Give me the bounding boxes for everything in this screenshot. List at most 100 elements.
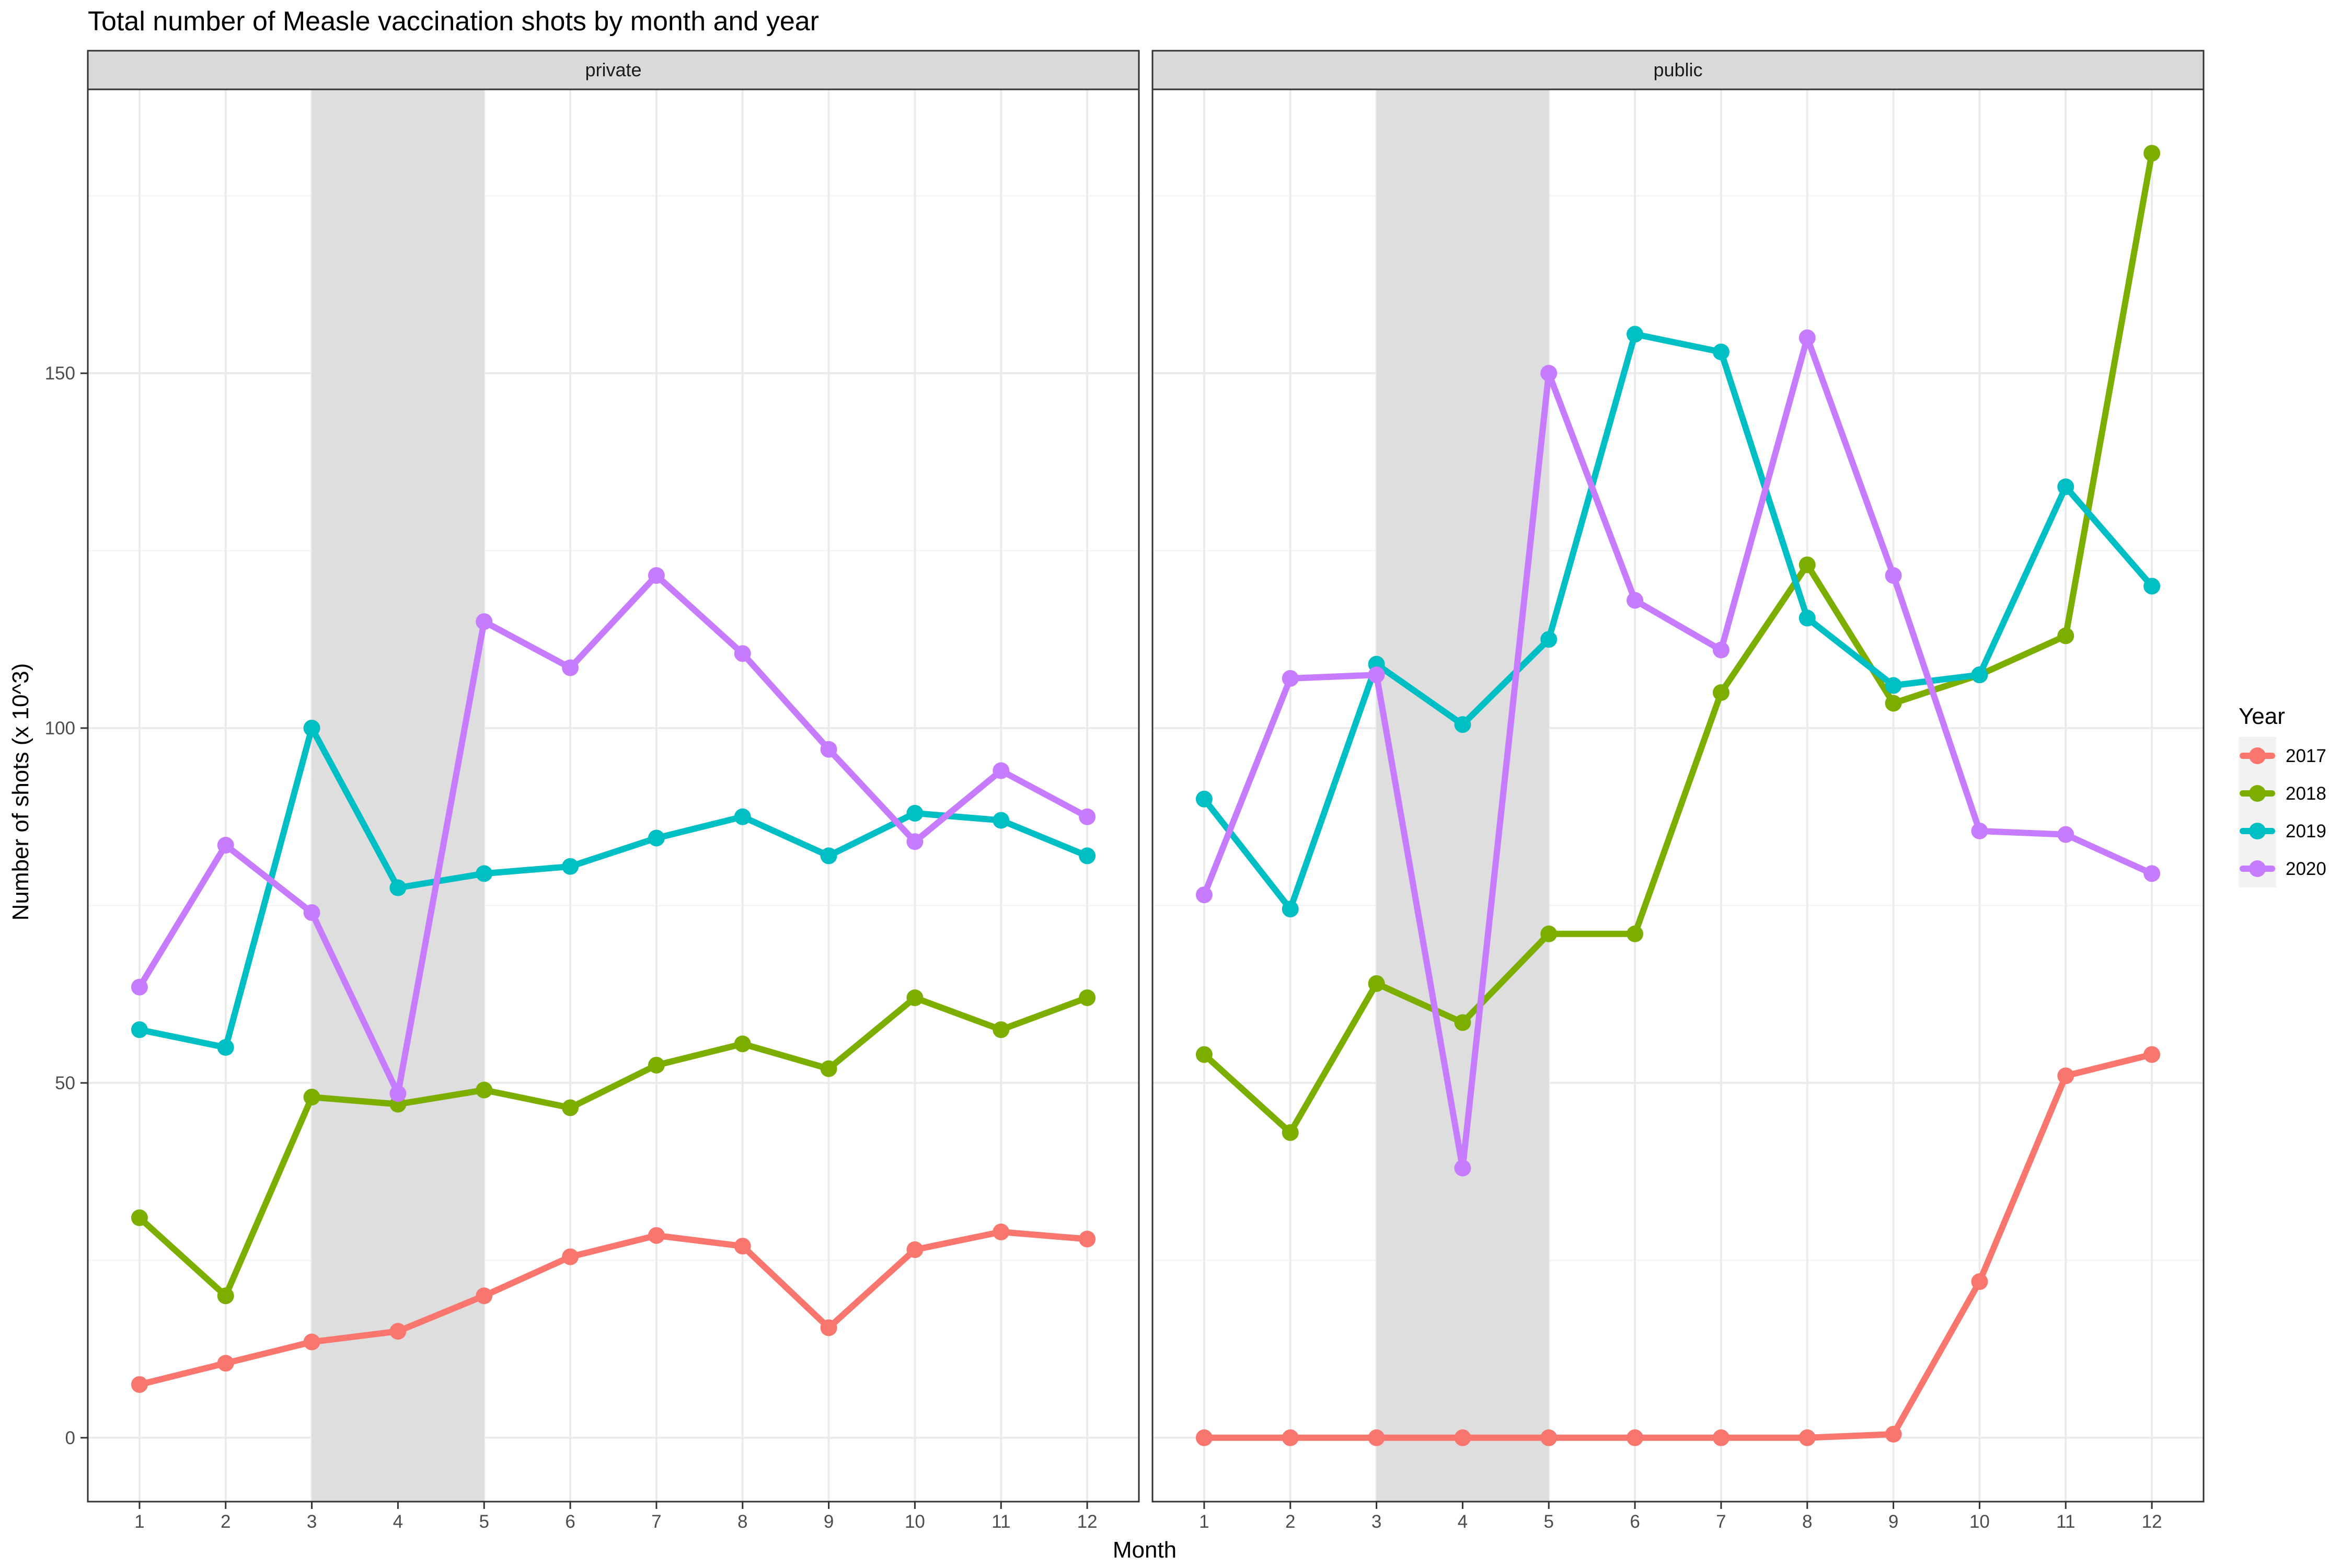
legend-item-2019: 2019 [2240, 821, 2326, 841]
data-point [648, 1227, 665, 1244]
x-tick-label: 12 [1077, 1512, 1098, 1532]
data-point [1712, 343, 1730, 361]
x-tick-label: 3 [307, 1512, 317, 1532]
x-tick-label: 10 [1969, 1512, 1990, 1532]
data-point [1540, 631, 1558, 648]
data-point [303, 1089, 320, 1106]
data-point [217, 1355, 234, 1372]
data-point [2143, 865, 2161, 882]
x-tick-label: 7 [1716, 1512, 1726, 1532]
legend-label: 2020 [2286, 859, 2326, 879]
data-point [820, 1319, 837, 1336]
x-tick-label: 12 [2142, 1512, 2162, 1532]
data-point [2057, 478, 2074, 495]
series-line-2017 [1201, 1051, 2155, 1441]
data-point [476, 1287, 493, 1305]
x-tick-label: 7 [651, 1512, 661, 1532]
data-point [1368, 1429, 1385, 1446]
x-tick-label: 2 [221, 1512, 230, 1532]
data-point [476, 1081, 493, 1099]
data-point [648, 829, 665, 847]
data-point [1971, 1273, 1988, 1290]
data-point [906, 833, 924, 850]
series-line-2019 [136, 725, 1091, 1051]
data-point [1971, 822, 1988, 839]
data-point [734, 808, 751, 825]
data-point [734, 1035, 751, 1053]
data-point [1971, 666, 1988, 684]
x-tick-label: 5 [479, 1512, 489, 1532]
x-tick-label: 5 [1544, 1512, 1554, 1532]
data-point [1540, 925, 1558, 942]
data-point [1540, 365, 1558, 382]
data-point [906, 989, 924, 1006]
facet-strip-label: public [1653, 59, 1702, 80]
data-point [820, 741, 837, 758]
data-point [648, 1056, 665, 1074]
x-tick-label: 8 [1802, 1512, 1812, 1532]
data-point [1454, 716, 1471, 733]
data-point [1282, 1124, 1299, 1141]
legend-title: Year [2239, 704, 2285, 729]
data-point [476, 613, 493, 630]
data-point [2143, 145, 2161, 162]
data-point [2057, 627, 2074, 644]
chart-title: Total number of Measle vaccination shots… [88, 6, 819, 37]
data-point [993, 762, 1010, 779]
data-point [1079, 1230, 1096, 1248]
x-tick-label: 11 [2056, 1512, 2075, 1532]
data-point [562, 659, 579, 676]
data-point [1798, 329, 1816, 347]
x-tick-label: 4 [393, 1512, 403, 1532]
data-point [1282, 1429, 1299, 1446]
series-line-2019 [1201, 331, 2155, 913]
facet-strip-label: private [585, 59, 641, 80]
x-tick-label: 1 [1199, 1512, 1209, 1532]
data-point [131, 1376, 148, 1393]
data-point [1195, 1429, 1213, 1446]
data-point [131, 1209, 148, 1226]
series-2017 [131, 1224, 1096, 1393]
series-2019 [131, 720, 1096, 1056]
series-2020 [1195, 329, 2161, 1177]
data-point [562, 1099, 579, 1116]
series-line-2018 [1201, 150, 2155, 1136]
data-point [734, 645, 751, 662]
data-point [993, 1224, 1010, 1241]
facet-strip [1151, 50, 2205, 90]
series-line-2017 [136, 1229, 1091, 1388]
data-point [2143, 1046, 2161, 1063]
data-point [1540, 1429, 1558, 1446]
series-2017 [1195, 1046, 2161, 1446]
data-point [389, 1323, 407, 1340]
legend-key-point [2249, 860, 2266, 877]
x-tick-label: 1 [134, 1512, 144, 1532]
x-tick-label: 8 [737, 1512, 747, 1532]
panel-border [1151, 88, 2205, 1503]
data-point [1282, 670, 1299, 687]
x-tick-label: 9 [824, 1512, 834, 1532]
data-point [562, 1248, 579, 1265]
data-point [131, 978, 148, 996]
data-point [906, 804, 924, 822]
data-point [2057, 1067, 2074, 1085]
panel-background [88, 89, 1139, 1502]
data-point [734, 1238, 751, 1255]
x-tick-label: 10 [905, 1512, 925, 1532]
data-point [1885, 677, 1902, 694]
legend-item-2017: 2017 [2240, 746, 2326, 766]
data-point [820, 847, 837, 864]
facet-strip [87, 50, 1140, 90]
data-point [2143, 578, 2161, 595]
data-point [303, 720, 320, 737]
data-point [1079, 808, 1096, 825]
x-tick-label: 6 [565, 1512, 575, 1532]
legend-label: 2018 [2286, 783, 2326, 804]
series-line-2018 [136, 995, 1091, 1299]
legend-label: 2019 [2286, 821, 2326, 841]
data-point [1712, 684, 1730, 701]
legend-item-2020: 2020 [2240, 859, 2326, 879]
series-line-2020 [1201, 335, 2155, 1171]
